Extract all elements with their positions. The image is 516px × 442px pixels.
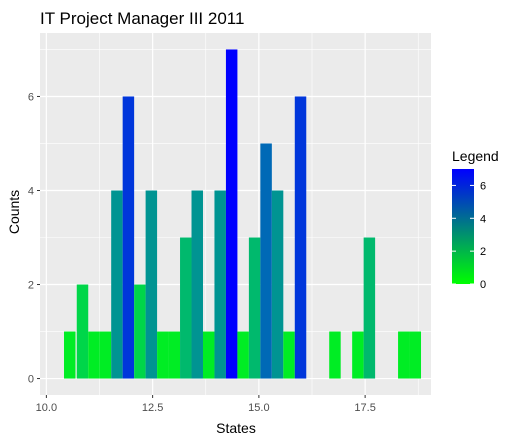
bar	[145, 190, 158, 379]
bar-series	[64, 49, 422, 379]
bar	[409, 331, 422, 379]
bar	[329, 331, 341, 379]
x-tick-label: 12.5	[142, 402, 163, 414]
legend-breaks: 0 2 4 6	[452, 180, 486, 291]
plot-panel	[40, 33, 431, 395]
legend: Legend 0 2 4 6	[452, 148, 499, 291]
y-axis-label: Counts	[6, 190, 22, 234]
bar	[64, 331, 76, 379]
legend-title: Legend	[452, 148, 499, 164]
bar	[260, 143, 272, 379]
legend-label: 2	[480, 246, 486, 258]
chart-title: IT Project Manager III 2011	[40, 9, 244, 28]
legend-label: 4	[480, 213, 486, 225]
bar	[88, 331, 100, 379]
bar	[363, 237, 376, 379]
bar	[191, 190, 203, 379]
legend-label: 0	[480, 279, 486, 291]
bar	[352, 331, 364, 379]
x-tick-label: 15.0	[248, 402, 269, 414]
y-axis: 0 2 4 6	[28, 91, 40, 386]
x-tick-label: 17.5	[354, 402, 375, 414]
bar	[214, 190, 226, 379]
y-tick-label: 4	[28, 185, 34, 197]
bar	[248, 237, 261, 379]
x-axis-label: States	[216, 420, 256, 436]
bar	[168, 331, 181, 379]
bar	[294, 96, 307, 379]
bar	[122, 96, 135, 379]
bar	[398, 331, 410, 379]
bar	[76, 284, 89, 379]
legend-label: 6	[480, 180, 486, 192]
y-tick-label: 6	[28, 91, 34, 103]
legend-colorbar	[452, 169, 474, 284]
x-axis: 10.0 12.5 15.0 17.5	[36, 395, 376, 414]
bar	[99, 331, 112, 379]
bar	[202, 331, 215, 379]
bar	[180, 237, 192, 379]
bar	[157, 331, 169, 379]
y-tick-label: 0	[28, 374, 34, 386]
y-tick-label: 2	[28, 280, 34, 292]
bar	[237, 331, 249, 379]
x-tick-label: 10.0	[36, 402, 57, 414]
bar	[225, 49, 238, 379]
bar	[111, 190, 123, 379]
bar	[283, 331, 295, 379]
bar	[271, 190, 284, 379]
bar	[134, 284, 146, 379]
